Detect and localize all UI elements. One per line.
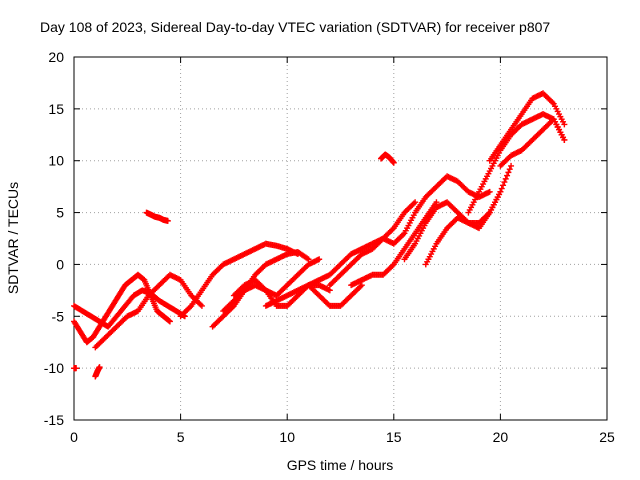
- x-tick-label: 25: [599, 429, 615, 445]
- series-arc1: [71, 271, 173, 346]
- data-point: [96, 364, 103, 371]
- data-point: [502, 175, 509, 182]
- series-arc6: [220, 256, 323, 315]
- data-point: [497, 188, 504, 195]
- data-point: [305, 256, 312, 263]
- x-tick-label: 10: [279, 429, 295, 445]
- data-point: [498, 185, 505, 192]
- series-arc10: [326, 199, 419, 289]
- y-axis-label: SDTVAR / TECUs: [5, 182, 21, 294]
- data-point: [433, 199, 440, 206]
- data-point: [73, 365, 80, 372]
- data-point: [164, 217, 171, 224]
- data-point: [505, 169, 512, 176]
- y-axis: -15 -10 -5 0 5 10 15 20: [44, 49, 607, 428]
- data-point: [390, 159, 397, 166]
- series-arc15: [465, 111, 568, 216]
- series-arc17: [497, 116, 568, 169]
- series-isolated4: [71, 365, 80, 372]
- data-point: [326, 287, 333, 294]
- x-tick-label: 0: [70, 429, 78, 445]
- data-point: [166, 318, 173, 325]
- chart-title: Day 108 of 2023, Sidereal Day-to-day VTE…: [40, 19, 550, 35]
- y-tick-label: 10: [48, 153, 64, 169]
- data-point: [500, 182, 507, 189]
- data-point: [486, 188, 493, 195]
- y-tick-label: 20: [48, 49, 64, 65]
- data-points: [71, 90, 568, 380]
- data-point: [506, 166, 513, 173]
- x-tick-label: 5: [177, 429, 185, 445]
- series-arc14: [422, 162, 515, 268]
- data-point: [316, 256, 323, 263]
- x-tick-label: 15: [386, 429, 402, 445]
- data-point: [358, 282, 365, 289]
- x-axis: 0 5 10 15 20 25: [70, 57, 615, 445]
- y-tick-label: 5: [56, 205, 64, 221]
- data-point: [561, 121, 568, 128]
- y-tick-label: -15: [44, 412, 64, 428]
- series-isolated2: [378, 151, 397, 166]
- series-arc3: [92, 271, 205, 351]
- series-isolated1: [143, 209, 171, 224]
- y-tick-label: 15: [48, 101, 64, 117]
- data-point: [561, 136, 568, 143]
- series-arc16: [486, 90, 568, 164]
- data-point: [508, 162, 515, 169]
- series-arc4: [177, 240, 301, 320]
- y-tick-label: -5: [52, 308, 65, 324]
- x-tick-label: 20: [493, 429, 509, 445]
- y-tick-label: -10: [44, 360, 64, 376]
- grid-lines: [74, 57, 607, 420]
- plot-frame: [73, 56, 608, 421]
- data-point: [198, 302, 205, 309]
- series-isolated3: [92, 364, 103, 380]
- data-point: [501, 179, 508, 186]
- x-axis-label: GPS time / hours: [287, 457, 394, 473]
- data-point: [504, 172, 511, 179]
- series-arc8: [262, 282, 365, 309]
- y-tick-label: 0: [56, 256, 64, 272]
- data-point: [412, 199, 419, 206]
